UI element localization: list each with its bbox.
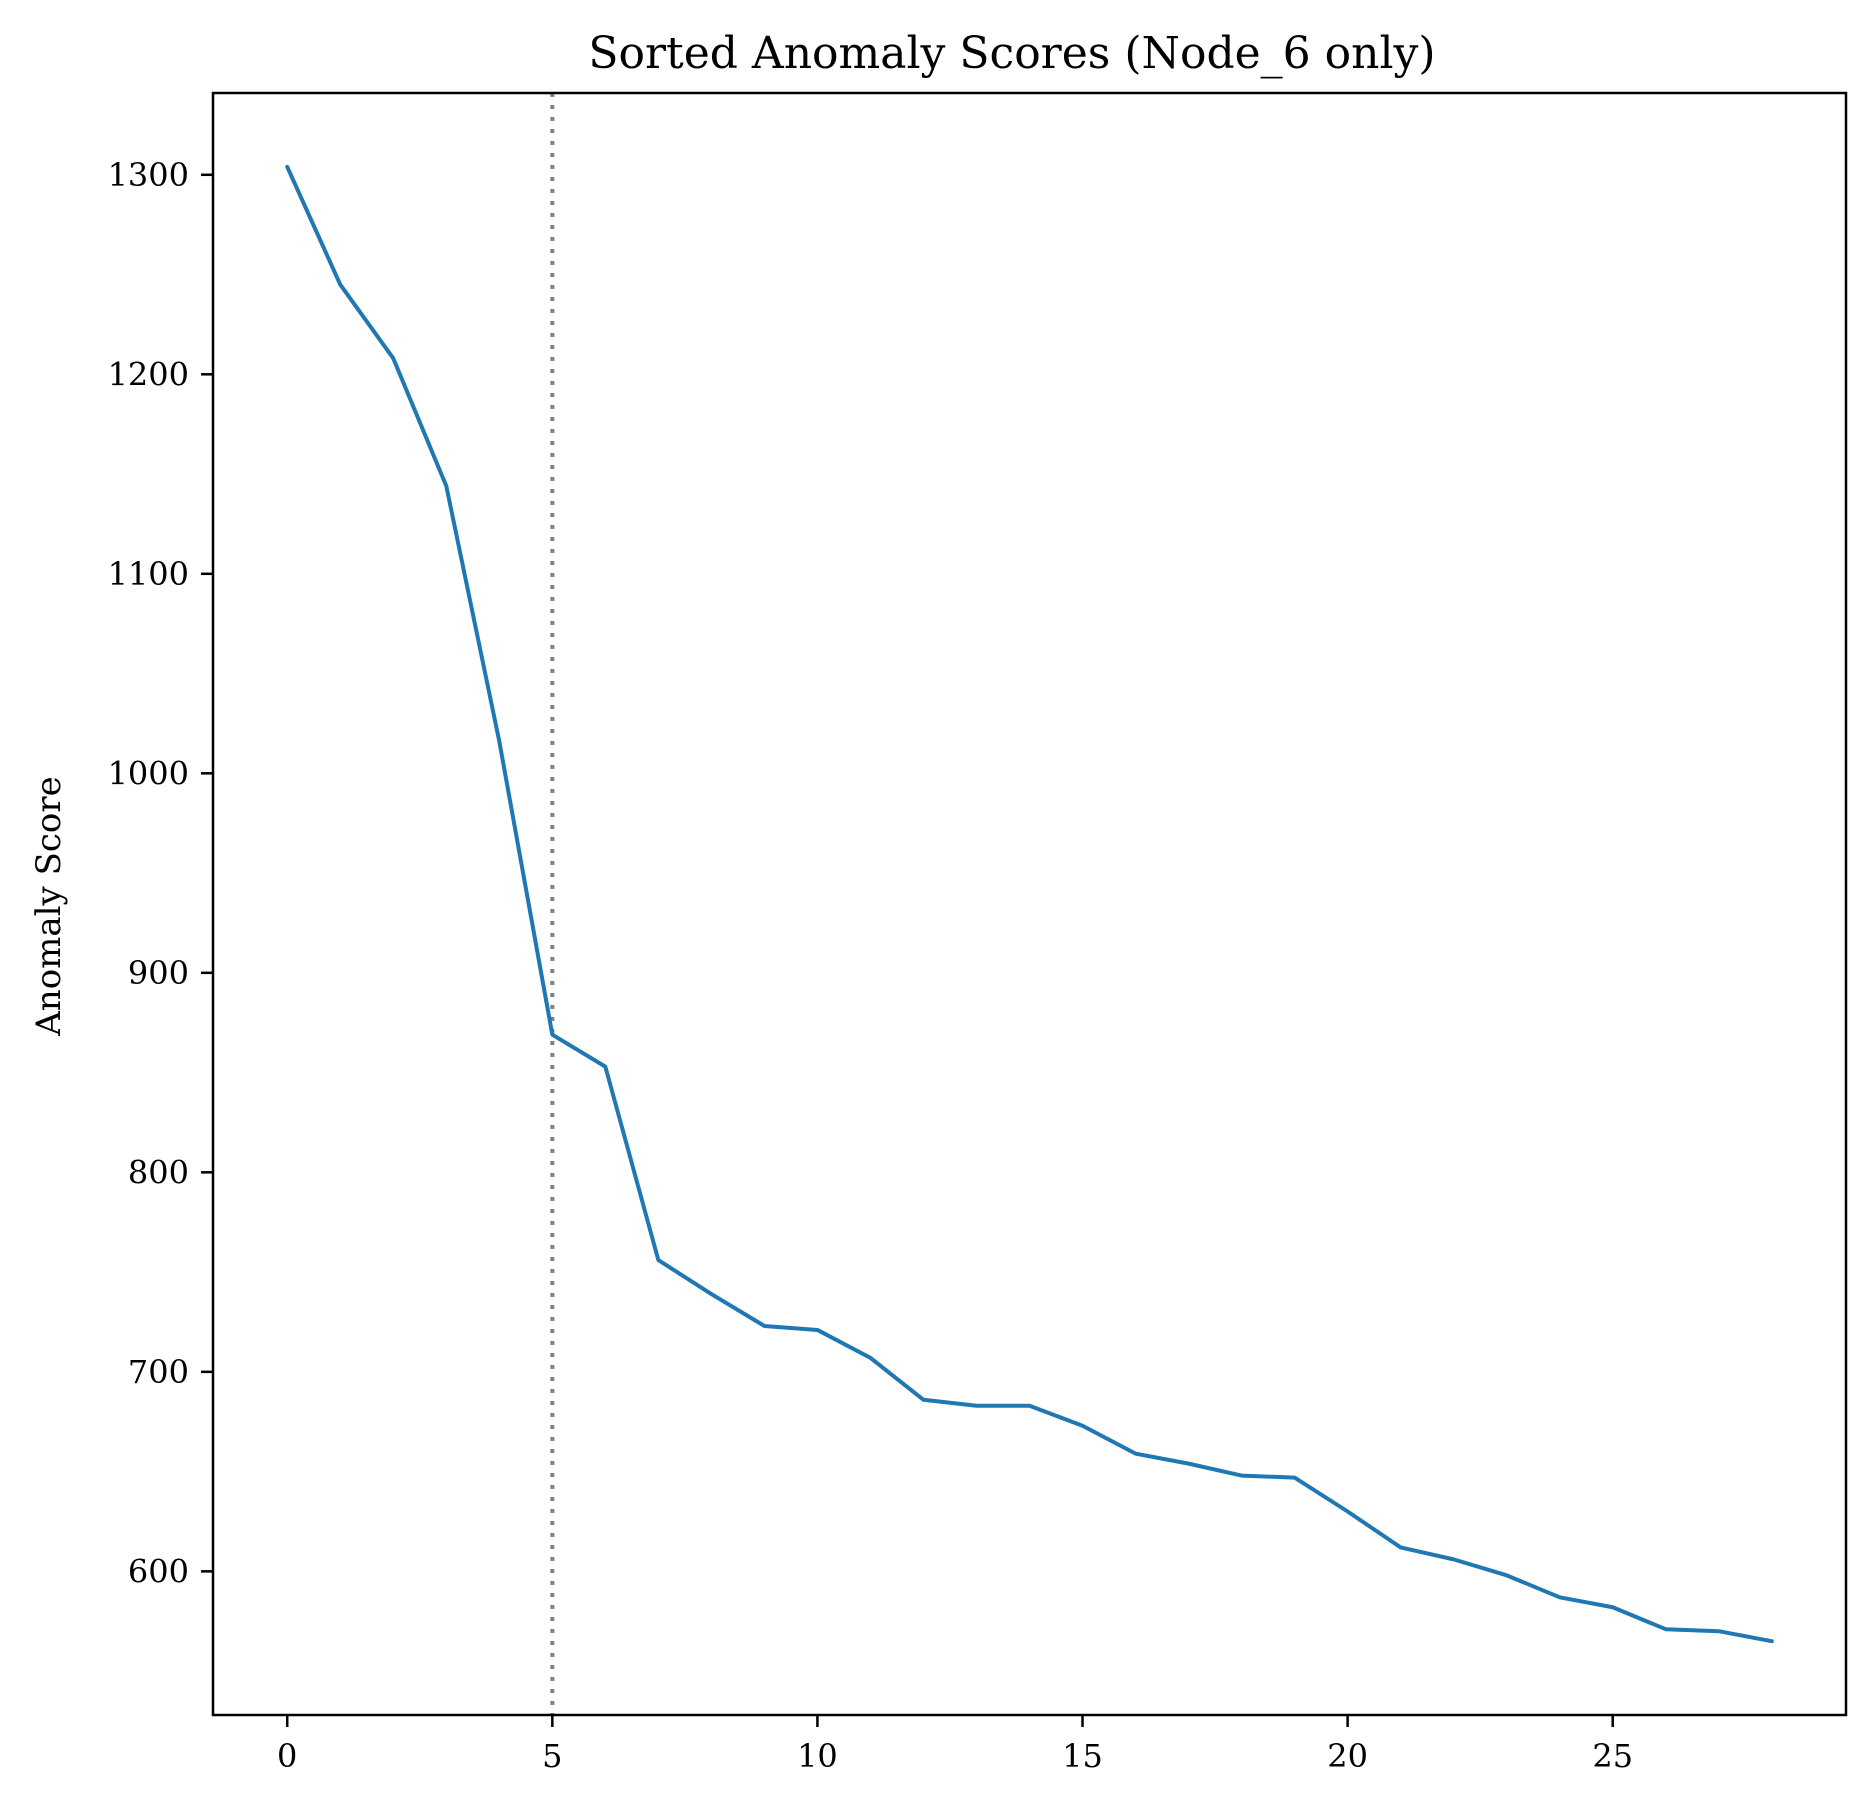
y-tick-label: 600 [128, 1552, 189, 1590]
x-tick-label: 25 [1592, 1737, 1633, 1775]
plot-frame [211, 91, 1848, 1717]
x-tick-label: 10 [797, 1737, 838, 1775]
x-tick-label: 15 [1062, 1737, 1103, 1775]
series-line [285, 164, 1774, 1644]
y-tick-label: 700 [128, 1353, 189, 1391]
x-tick-label: 20 [1327, 1737, 1368, 1775]
y-tick-label: 1000 [108, 754, 189, 792]
y-tick-label: 1300 [108, 156, 189, 194]
y-tick-label: 900 [128, 954, 189, 992]
x-tick-label: 5 [542, 1737, 562, 1775]
y-tick-label: 1200 [108, 355, 189, 393]
ticks-layer: 0 5 10 15 20 25 600 700 800 900 1000 1100 1200 1300 [108, 156, 1634, 1775]
x-tick-label: 0 [277, 1737, 297, 1775]
y-axis-label: Anomaly Score [29, 776, 69, 1037]
y-tick-label: 800 [128, 1153, 189, 1191]
y-tick-label: 1100 [108, 555, 189, 593]
series-layer [285, 164, 1774, 1644]
chart-title: Sorted Anomaly Scores (Node_6 only) [588, 28, 1435, 79]
